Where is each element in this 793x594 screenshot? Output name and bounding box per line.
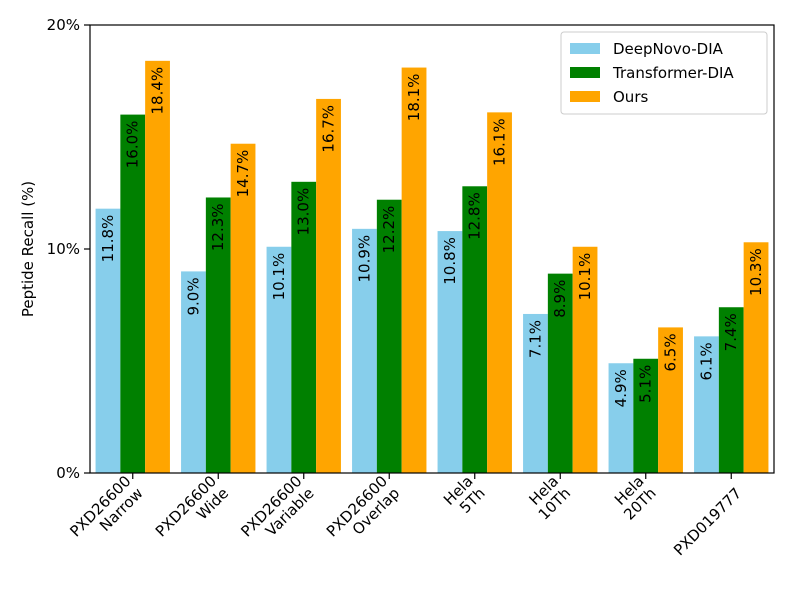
bar-transformer-dia-4 [376,199,402,473]
x-tick-label: PXD26600Variable [237,472,317,552]
y-tick-label: 20% [47,16,80,34]
x-tick-label: PXD26600Wide [152,472,232,552]
bar-value-label: 16.1% [491,118,509,166]
x-tick-label: PXD26600Overlap [323,472,403,552]
bar-labels-group: 11.8% 9.0% 10.1% 10.9% 10.8% 7.1% 4.9% 6.1% 16.0… [99,67,765,408]
x-tick-label: Hela10Th [523,472,574,523]
bar-deepnovo-dia-8 [694,336,719,473]
bar-value-label: 11.8% [99,215,117,263]
bar-value-label: 10.1% [576,253,594,301]
bar-value-label: 9.0% [184,277,202,315]
bar-deepnovo-dia-5 [437,231,463,473]
x-tick-label: Hela5Th [440,472,489,521]
bar-value-label: 10.3% [747,248,765,296]
y-tick-label: 0% [56,464,80,482]
bar-deepnovo-dia-3 [266,246,292,473]
legend-label: Ours [613,88,648,106]
bar-deepnovo-dia-7 [608,363,634,473]
bar-ours-4 [401,67,427,473]
bar-transformer-dia-5 [462,186,488,473]
bar-value-label: 12.2% [380,206,398,254]
bar-deepnovo-dia-1 [95,208,121,473]
bar-value-label: 6.1% [697,342,715,380]
bar-value-label: 6.5% [662,333,680,371]
legend-box [560,31,768,115]
legend: DeepNovo-DIA Transformer-DIA Ours [560,31,768,115]
bar-ours-3 [316,98,341,474]
bar-value-label: 13.0% [295,188,313,236]
legend-swatch [570,67,600,78]
legend-swatch [570,91,600,102]
legend-label: Transformer-DIA [612,64,734,82]
bar-value-label: 12.3% [209,203,227,251]
bar-transformer-dia-6 [547,273,573,473]
bar-transformer-dia-7 [633,358,659,473]
bar-value-label: 16.7% [320,105,338,153]
bar-value-label: 10.8% [441,237,459,285]
bar-transformer-dia-3 [291,181,317,474]
bars-group [95,60,769,474]
bar-ours-7 [658,327,683,473]
y-tick-label: 10% [47,240,80,258]
bar-value-label: 18.4% [149,67,167,115]
bar-value-label: 10.9% [355,235,373,283]
bar-value-label: 8.9% [551,280,569,318]
bar-deepnovo-dia-4 [352,228,377,473]
bar-deepnovo-dia-6 [523,313,548,473]
x-tick-label: Hela20Th [608,472,659,523]
bar-value-label: 16.0% [124,121,142,169]
legend-label: DeepNovo-DIA [613,40,724,58]
bar-transformer-dia-1 [120,114,146,473]
x-tick-label: PXD019777 [670,484,745,559]
bar-ours-1 [145,60,170,474]
y-axis-label: Peptide Recall (%) [19,181,37,317]
bar-value-label: 7.4% [722,313,740,351]
bar-value-label: 18.1% [405,74,423,122]
bar-value-label: 12.8% [466,192,484,240]
x-tick-label: PXD26600Narrow [66,472,146,552]
bar-deepnovo-dia-2 [181,271,206,473]
bar-value-label: 14.7% [234,150,252,198]
bar-value-label: 10.1% [270,253,288,301]
bar-transformer-dia-2 [205,197,231,474]
legend-swatch [570,43,600,54]
bar-value-label: 5.1% [637,365,655,403]
bar-ours-2 [230,143,256,473]
bar-ours-6 [572,246,598,473]
bar-transformer-dia-8 [718,307,744,473]
bar-ours-5 [487,112,512,474]
bar-value-label: 7.1% [526,320,544,358]
bar-value-label: 4.9% [612,369,630,407]
bar-ours-8 [743,242,769,473]
